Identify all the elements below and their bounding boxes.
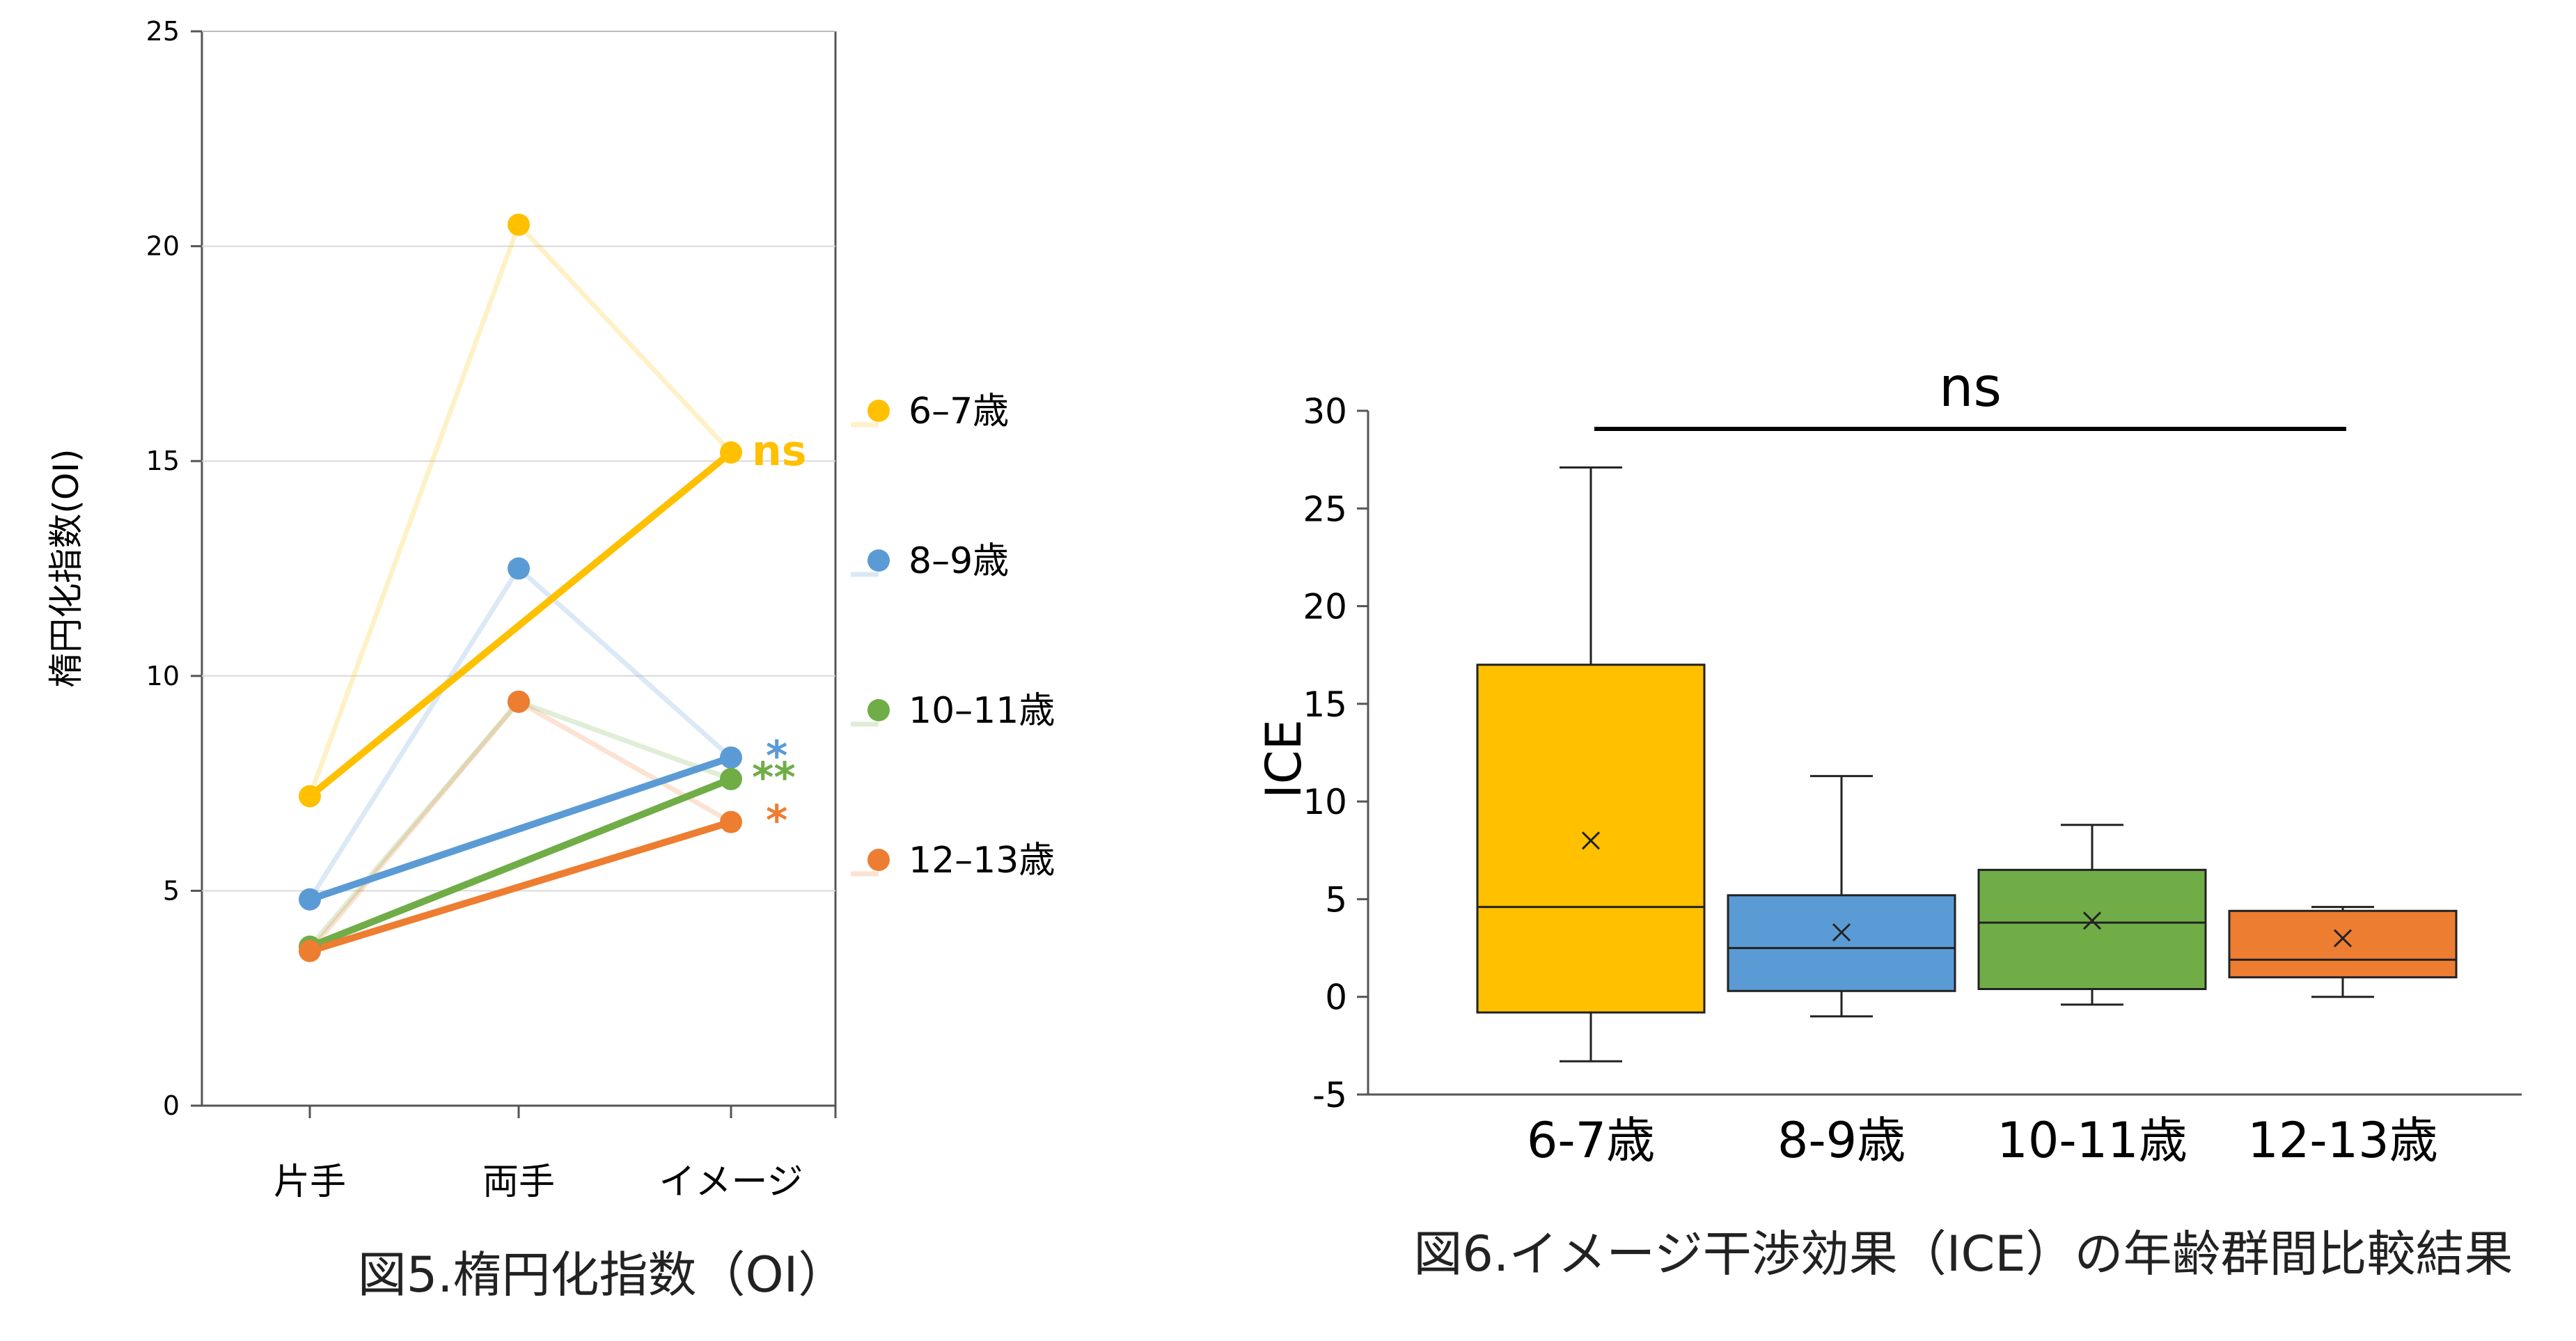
oi-legend-marker — [867, 400, 890, 422]
oi-significance-marks: ns**** — [752, 427, 806, 845]
oi-y-tick-label: 10 — [146, 661, 180, 691]
ice-box — [1977, 868, 2207, 990]
oi-significance-mark: * — [766, 797, 787, 845]
oi-point — [508, 557, 530, 580]
oi-caption: 図5.楕円化指数（OI） — [358, 1246, 847, 1303]
ice-y-tick-label: 15 — [1303, 684, 1347, 725]
oi-significance-mark: ** — [752, 753, 796, 802]
ice-box — [1727, 894, 1956, 992]
oi-x-ticks: 片手 両手 イメージ — [274, 1106, 837, 1203]
oi-point — [720, 810, 742, 833]
oi-y-tick-label: 20 — [146, 231, 180, 262]
oi-legend-marker — [867, 849, 890, 871]
ice-mean-marker — [2082, 911, 2102, 930]
ice-x-tick-label: 8-9歳 — [1777, 1112, 1906, 1169]
oi-point — [508, 213, 530, 236]
ice-mean-marker — [1581, 831, 1601, 850]
ice-x-labels: 6-7歳 8-9歳 10-11歳 12-13歳 — [1527, 1112, 2438, 1169]
oi-legend-marker — [867, 549, 890, 572]
oi-y-tick-label: 0 — [163, 1090, 180, 1121]
oi-legend-label: 10–11歳 — [909, 690, 1055, 732]
ice-mean-marker — [2333, 929, 2353, 948]
oi-point — [720, 767, 742, 790]
oi-gridlines — [202, 245, 835, 1107]
oi-legend-marker — [867, 699, 890, 721]
ice-y-axis-label: ICE — [1255, 719, 1312, 799]
oi-point — [720, 441, 742, 464]
oi-point — [299, 888, 321, 911]
ice-box — [2228, 909, 2458, 979]
oi-y-ticks: 0 5 10 15 20 25 — [146, 16, 202, 1121]
ice-y-tick-label: 20 — [1303, 587, 1347, 627]
oi-series-line — [306, 818, 735, 955]
oi-point — [720, 746, 742, 769]
ice-box — [1476, 664, 1706, 1014]
oi-legend-label: 8–9歳 — [909, 540, 1009, 582]
ice-y-ticks: -5 0 5 10 15 20 25 30 — [1303, 391, 1368, 1115]
oi-y-tick-label: 15 — [146, 446, 180, 476]
oi-point — [299, 785, 321, 808]
oi-legend-label: 6–7歳 — [909, 391, 1009, 432]
oi-significance-mark: * — [766, 732, 787, 781]
ice-y-tick-label: -5 — [1312, 1075, 1347, 1115]
oi-series-line — [306, 775, 735, 950]
ice-significance-label: ns — [1939, 356, 2002, 419]
ice-y-tick-label: 10 — [1303, 782, 1347, 822]
ice-y-tick-label: 5 — [1325, 879, 1347, 920]
oi-legend-label: 12–13歳 — [909, 840, 1055, 881]
oi-y-axis-label: 楕円化指数(OI) — [46, 448, 86, 687]
oi-series-line — [306, 448, 735, 800]
ice-y-tick-label: 30 — [1303, 391, 1347, 432]
oi-point — [299, 939, 321, 962]
oi-series-line-faint — [308, 698, 732, 948]
ice-y-tick-label: 25 — [1303, 489, 1347, 529]
oi-x-tick-label: 両手 — [482, 1161, 555, 1203]
oi-points — [299, 213, 742, 962]
oi-point — [508, 690, 530, 713]
ice-x-tick-label: 12-13歳 — [2247, 1112, 2437, 1169]
oi-significance-mark: ns — [752, 427, 806, 476]
ice-chart: -5 0 5 10 15 20 25 30 6-7歳 8-9歳 10-11歳 12-13歳 ns I… — [1255, 356, 2522, 1283]
oi-x-tick-label: 片手 — [274, 1161, 346, 1203]
oi-y-tick-label: 5 — [163, 875, 180, 906]
ice-mean-marker — [1832, 923, 1851, 942]
ice-caption: 図6.イメージ干渉効果（ICE）の年齢群間比較結果 — [1413, 1225, 2513, 1283]
oi-y-tick-label: 25 — [146, 16, 180, 47]
oi-x-tick-label: イメージ — [659, 1161, 803, 1203]
ice-boxes — [1476, 466, 2458, 1062]
ice-x-tick-label: 6-7歳 — [1527, 1112, 1655, 1169]
oi-series-line — [306, 754, 735, 903]
ice-x-tick-label: 10-11歳 — [1997, 1112, 2187, 1169]
ice-y-tick-label: 0 — [1325, 978, 1347, 1018]
oi-paired-lines — [306, 448, 735, 955]
oi-legend: 6–7歳 8–9歳 10–11歳 12–13歳 — [851, 391, 1055, 881]
